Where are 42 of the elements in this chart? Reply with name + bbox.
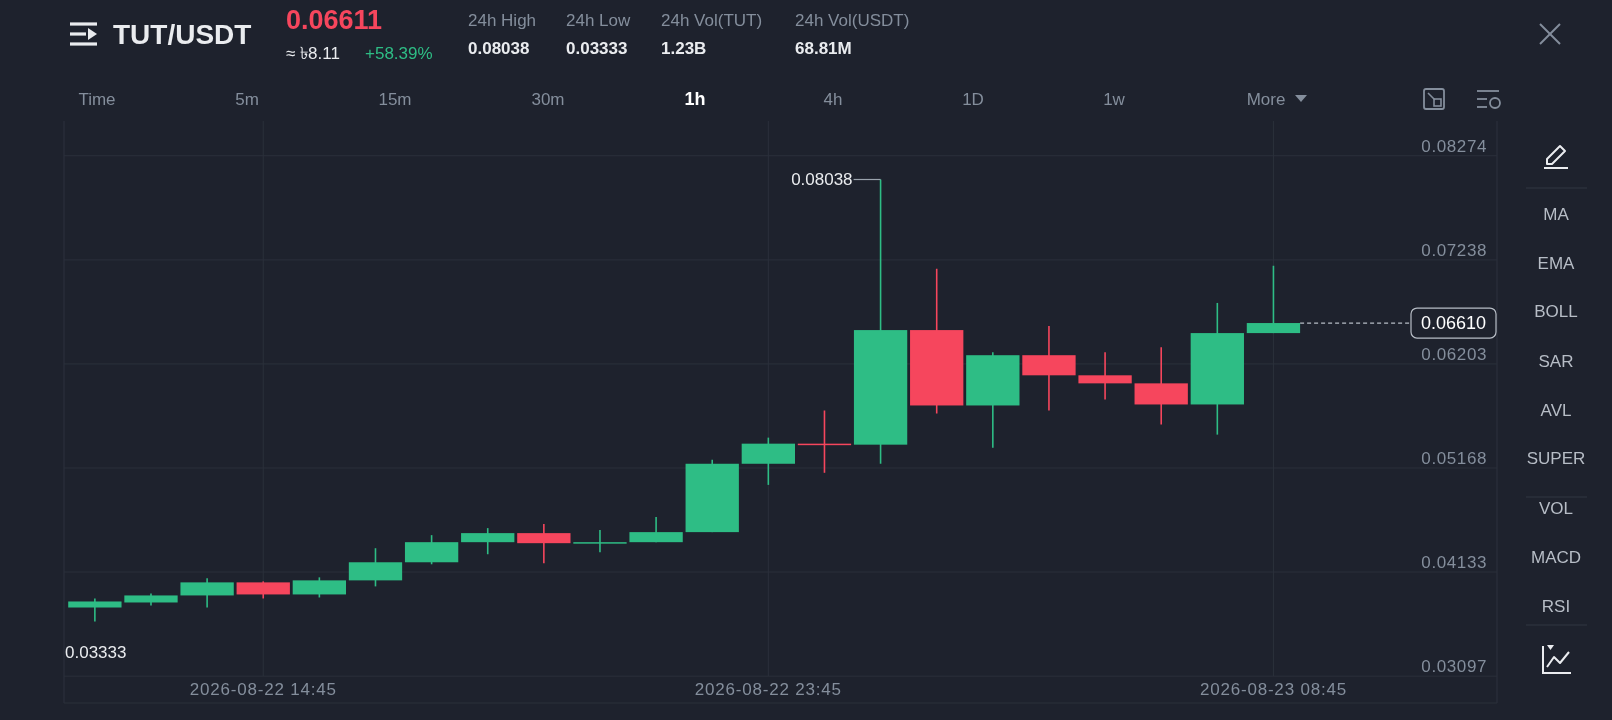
annotation: 0.03333 xyxy=(65,642,127,662)
text: 4h xyxy=(823,89,843,109)
text: 24h Vol(TUT) xyxy=(661,10,763,30)
text: MA xyxy=(1543,204,1570,224)
text: 30m xyxy=(531,89,565,109)
text: +58.39% xyxy=(365,43,433,63)
text: 24h Low xyxy=(566,10,631,30)
text: 0.03333 xyxy=(566,38,628,58)
text: 24h Vol(USDT) xyxy=(795,10,910,30)
text: SAR xyxy=(1538,351,1574,371)
text: 1.23B xyxy=(661,38,707,58)
text: 15m xyxy=(378,89,412,109)
text: MACD xyxy=(1530,547,1582,567)
text: SUPER xyxy=(1526,448,1586,468)
text: 1h xyxy=(684,89,706,109)
y-tick-label: 0.03097 xyxy=(1421,657,1487,677)
y-tick-label: 0.04133 xyxy=(1421,553,1487,573)
y-tick-label: 0.08274 xyxy=(1421,136,1487,156)
x-tick-label: 2026-08-22 14:45 xyxy=(189,680,337,700)
text: ≈ ৳8.11 xyxy=(286,43,340,63)
text: More xyxy=(1246,89,1286,109)
y-tick-label: 0.06203 xyxy=(1421,344,1487,364)
text: EMA xyxy=(1537,253,1576,273)
chart-title: TUT/USDT xyxy=(113,18,252,50)
text: 24h High xyxy=(468,10,537,30)
text: 1D xyxy=(962,89,984,109)
text: AVL xyxy=(1540,400,1572,420)
text: 1w xyxy=(1103,89,1126,109)
text: VOL xyxy=(1538,498,1574,518)
x-tick-label: 2026-08-22 23:45 xyxy=(694,680,842,700)
text: 0.06611 xyxy=(286,5,383,35)
text: 0.08038 xyxy=(468,38,530,58)
text: 5m xyxy=(235,89,259,109)
text: RSI xyxy=(1541,596,1571,616)
text: Time xyxy=(78,89,116,109)
x-tick-label: 2026-08-23 08:45 xyxy=(1199,680,1347,700)
annotation: 0.08038 xyxy=(791,170,853,189)
text: BOLL xyxy=(1534,301,1578,321)
text: 68.81M xyxy=(795,38,852,58)
y-tick-label: 0.05168 xyxy=(1421,448,1487,468)
y-tick-label: 0.07238 xyxy=(1421,240,1487,260)
ref-line-label: 0.06610 xyxy=(1420,313,1487,334)
